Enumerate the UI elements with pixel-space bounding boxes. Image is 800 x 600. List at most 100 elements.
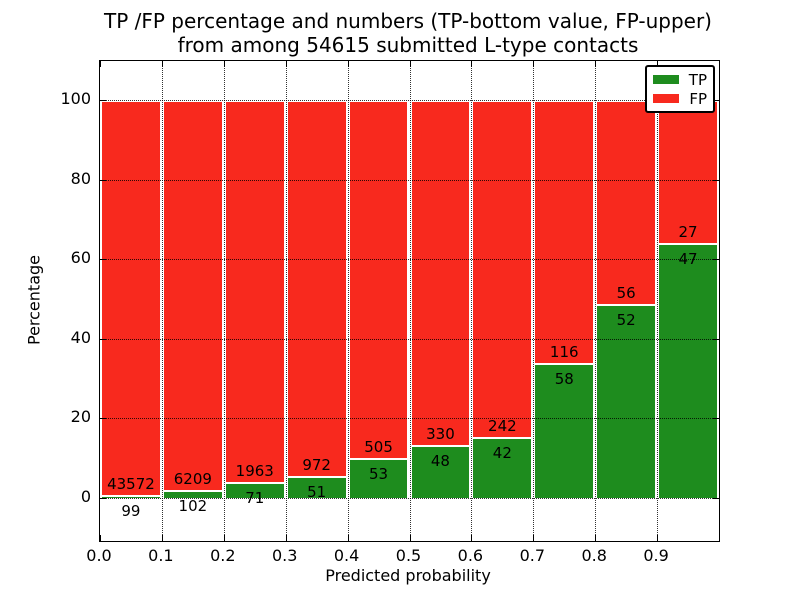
v-gridline [471,61,473,541]
v-gridline [657,61,659,541]
tp-count-label: 51 [307,483,327,502]
x-tick-mark [285,535,287,541]
x-tick-mark [409,535,411,541]
x-tick-mark [657,61,659,67]
y-tick-mark [713,498,719,499]
fp-bar-segment [411,100,470,448]
tp-bar-segment [163,491,222,498]
x-tick-mark [161,61,163,67]
x-tick-label: 0.9 [643,546,669,565]
fp-count-label: 242 [488,417,517,436]
bar-column [223,100,286,498]
y-tick-mark [100,259,106,261]
y-tick-mark [100,338,106,340]
x-tick-mark [533,535,535,541]
x-tick-mark [100,61,101,67]
fp-bar-segment [287,100,346,479]
v-gridline [409,61,411,541]
x-tick-mark [347,535,349,541]
tp-count-label: 53 [369,465,389,484]
tp-count-label: 47 [678,250,698,269]
chart-title-line2: from among 54615 submitted L-type contac… [177,33,639,57]
v-gridline [161,61,163,541]
y-tick-mark [713,259,719,261]
tp-bar-segment [287,478,346,498]
legend-label-fp: FP [689,89,707,108]
y-tick-mark [713,418,719,420]
fp-count-label: 6209 [173,469,212,488]
y-tick-label: 0 [80,487,91,506]
x-tick-mark [409,61,411,67]
x-tick-mark [533,61,535,67]
bar-column [161,100,224,498]
tp-bar-segment [659,245,717,498]
x-tick-mark [347,61,349,67]
x-tick-label: 0.0 [86,546,112,565]
bar-column [100,100,162,498]
fp-bar-segment [473,100,532,440]
fp-bar-segment [597,100,656,307]
chart-title: TP /FP percentage and numbers (TP-bottom… [104,9,712,57]
legend-item-fp: FP [653,91,707,107]
x-tick-label: 0.6 [457,546,484,565]
x-tick-mark [100,535,101,541]
y-tick-label: 80 [70,168,91,188]
legend-label-tp: TP [688,70,707,89]
x-tick-label: 0.8 [581,546,607,565]
bar-column [409,100,472,498]
v-gridline [285,61,287,541]
y-tick-mark [100,100,106,101]
tp-bar-segment [411,447,470,498]
fp-count-label: 505 [364,438,393,457]
x-tick-label: 0.1 [148,546,174,565]
x-tick-mark [471,61,473,67]
tp-count-label: 99 [121,502,141,521]
y-tick-mark [713,338,719,340]
x-tick-mark [595,535,597,541]
y-tick-label: 100 [60,89,91,108]
fp-bar-segment [102,100,160,498]
plot-area: 43572 99 6209 102 1963 71 972 51 505 53 330 48 242 42… [99,60,720,542]
x-tick-label: 0.4 [333,546,360,565]
tp-count-label: 42 [492,444,512,463]
bar-column [533,100,596,498]
chart-title-line1: TP /FP percentage and numbers (TP-bottom… [104,9,712,33]
x-tick-mark [161,535,163,541]
tp-bar-segment [597,306,656,498]
tp-bar-segment [349,460,408,498]
fp-bar-segment [535,100,594,366]
v-gridline [347,61,349,541]
fp-count-label: 56 [616,284,636,303]
fp-count-label: 116 [549,343,579,362]
y-tick-mark [100,179,106,181]
y-tick-mark [713,100,719,101]
x-tick-mark [657,535,659,541]
tp-count-label: 52 [616,311,636,330]
fp-count-label: 43572 [107,475,155,494]
tp-count-label: 48 [430,452,450,471]
tp-bar-segment [535,365,594,498]
x-tick-label: 0.2 [210,546,236,565]
v-gridline [595,61,597,541]
fp-bar-segment [163,100,222,492]
x-axis-label: Predicted probability [325,566,491,585]
legend: TP FP [645,65,715,113]
fp-count-label: 1963 [235,462,274,481]
tp-swatch [653,75,679,84]
v-gridline [223,61,225,541]
fp-swatch [653,94,679,103]
y-tick-label: 40 [70,327,91,347]
y-tick-label: 20 [70,407,91,427]
legend-item-tp: TP [653,72,707,88]
x-tick-label: 0.3 [271,546,298,565]
x-tick-mark [285,61,287,67]
fp-bar-segment [659,100,717,246]
fp-count-label: 330 [426,425,455,444]
y-tick-mark [713,179,719,181]
x-tick-mark [223,61,225,67]
tp-count-label: 102 [178,496,208,515]
tp-bar-segment [225,484,284,498]
bar-column [595,100,658,498]
x-tick-label: 0.7 [519,546,546,565]
